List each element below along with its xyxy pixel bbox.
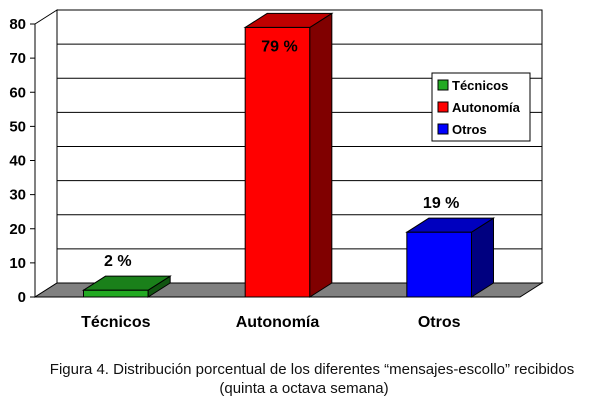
y-tick-label: 60: [9, 84, 26, 101]
y-tick-label: 30: [9, 187, 26, 204]
y-tick-label: 50: [9, 118, 26, 135]
y-tick-label: 80: [9, 16, 26, 33]
bar-front: [406, 231, 473, 298]
x-tick-label: Autonomía: [236, 314, 320, 331]
bar-top: [405, 217, 496, 233]
y-tick-label: 10: [9, 255, 26, 272]
legend-label: Otros: [452, 122, 487, 137]
legend-label: Técnicos: [452, 78, 508, 93]
x-tick-label: Otros: [418, 314, 461, 331]
bar-front: [83, 289, 149, 298]
bars: 2 % Técnicos 79 % Autonomía 19 % Otros: [81, 12, 496, 331]
legend-swatch: [437, 101, 449, 113]
figure-caption-line-1: Figura 4. Distribución porcentual de los…: [49, 361, 575, 378]
y-tick-label: 40: [9, 153, 26, 170]
plot-side-wall: [34, 9, 58, 298]
y-axis: 0 10 20 30 40 50 60 70 80: [9, 16, 36, 306]
bar-side: [309, 12, 333, 298]
y-tick-label: 70: [9, 50, 26, 67]
data-label: 19 %: [423, 195, 459, 212]
legend-swatch: [437, 79, 449, 91]
data-label: 2 %: [104, 253, 132, 270]
y-tick-label: 0: [18, 289, 26, 306]
legend-label: Autonomía: [452, 100, 521, 115]
figure-caption-line-2: (quinta a octava semana): [219, 380, 389, 397]
legend: Técnicos Autonomía Otros: [431, 72, 531, 142]
bar-top: [81, 275, 172, 291]
legend-swatch: [437, 123, 449, 135]
bar-front: [244, 26, 311, 298]
bar: [81, 275, 172, 298]
data-label: 79 %: [261, 38, 297, 55]
x-tick-label: Técnicos: [81, 314, 150, 331]
bar: [243, 12, 334, 298]
bar-top: [243, 12, 334, 28]
bar: [405, 217, 496, 298]
bar-chart: 0 10 20 30 40 50 60 70 80 2 % Técnicos 79 % Autonom…: [9, 9, 544, 331]
y-tick-label: 20: [9, 221, 26, 238]
